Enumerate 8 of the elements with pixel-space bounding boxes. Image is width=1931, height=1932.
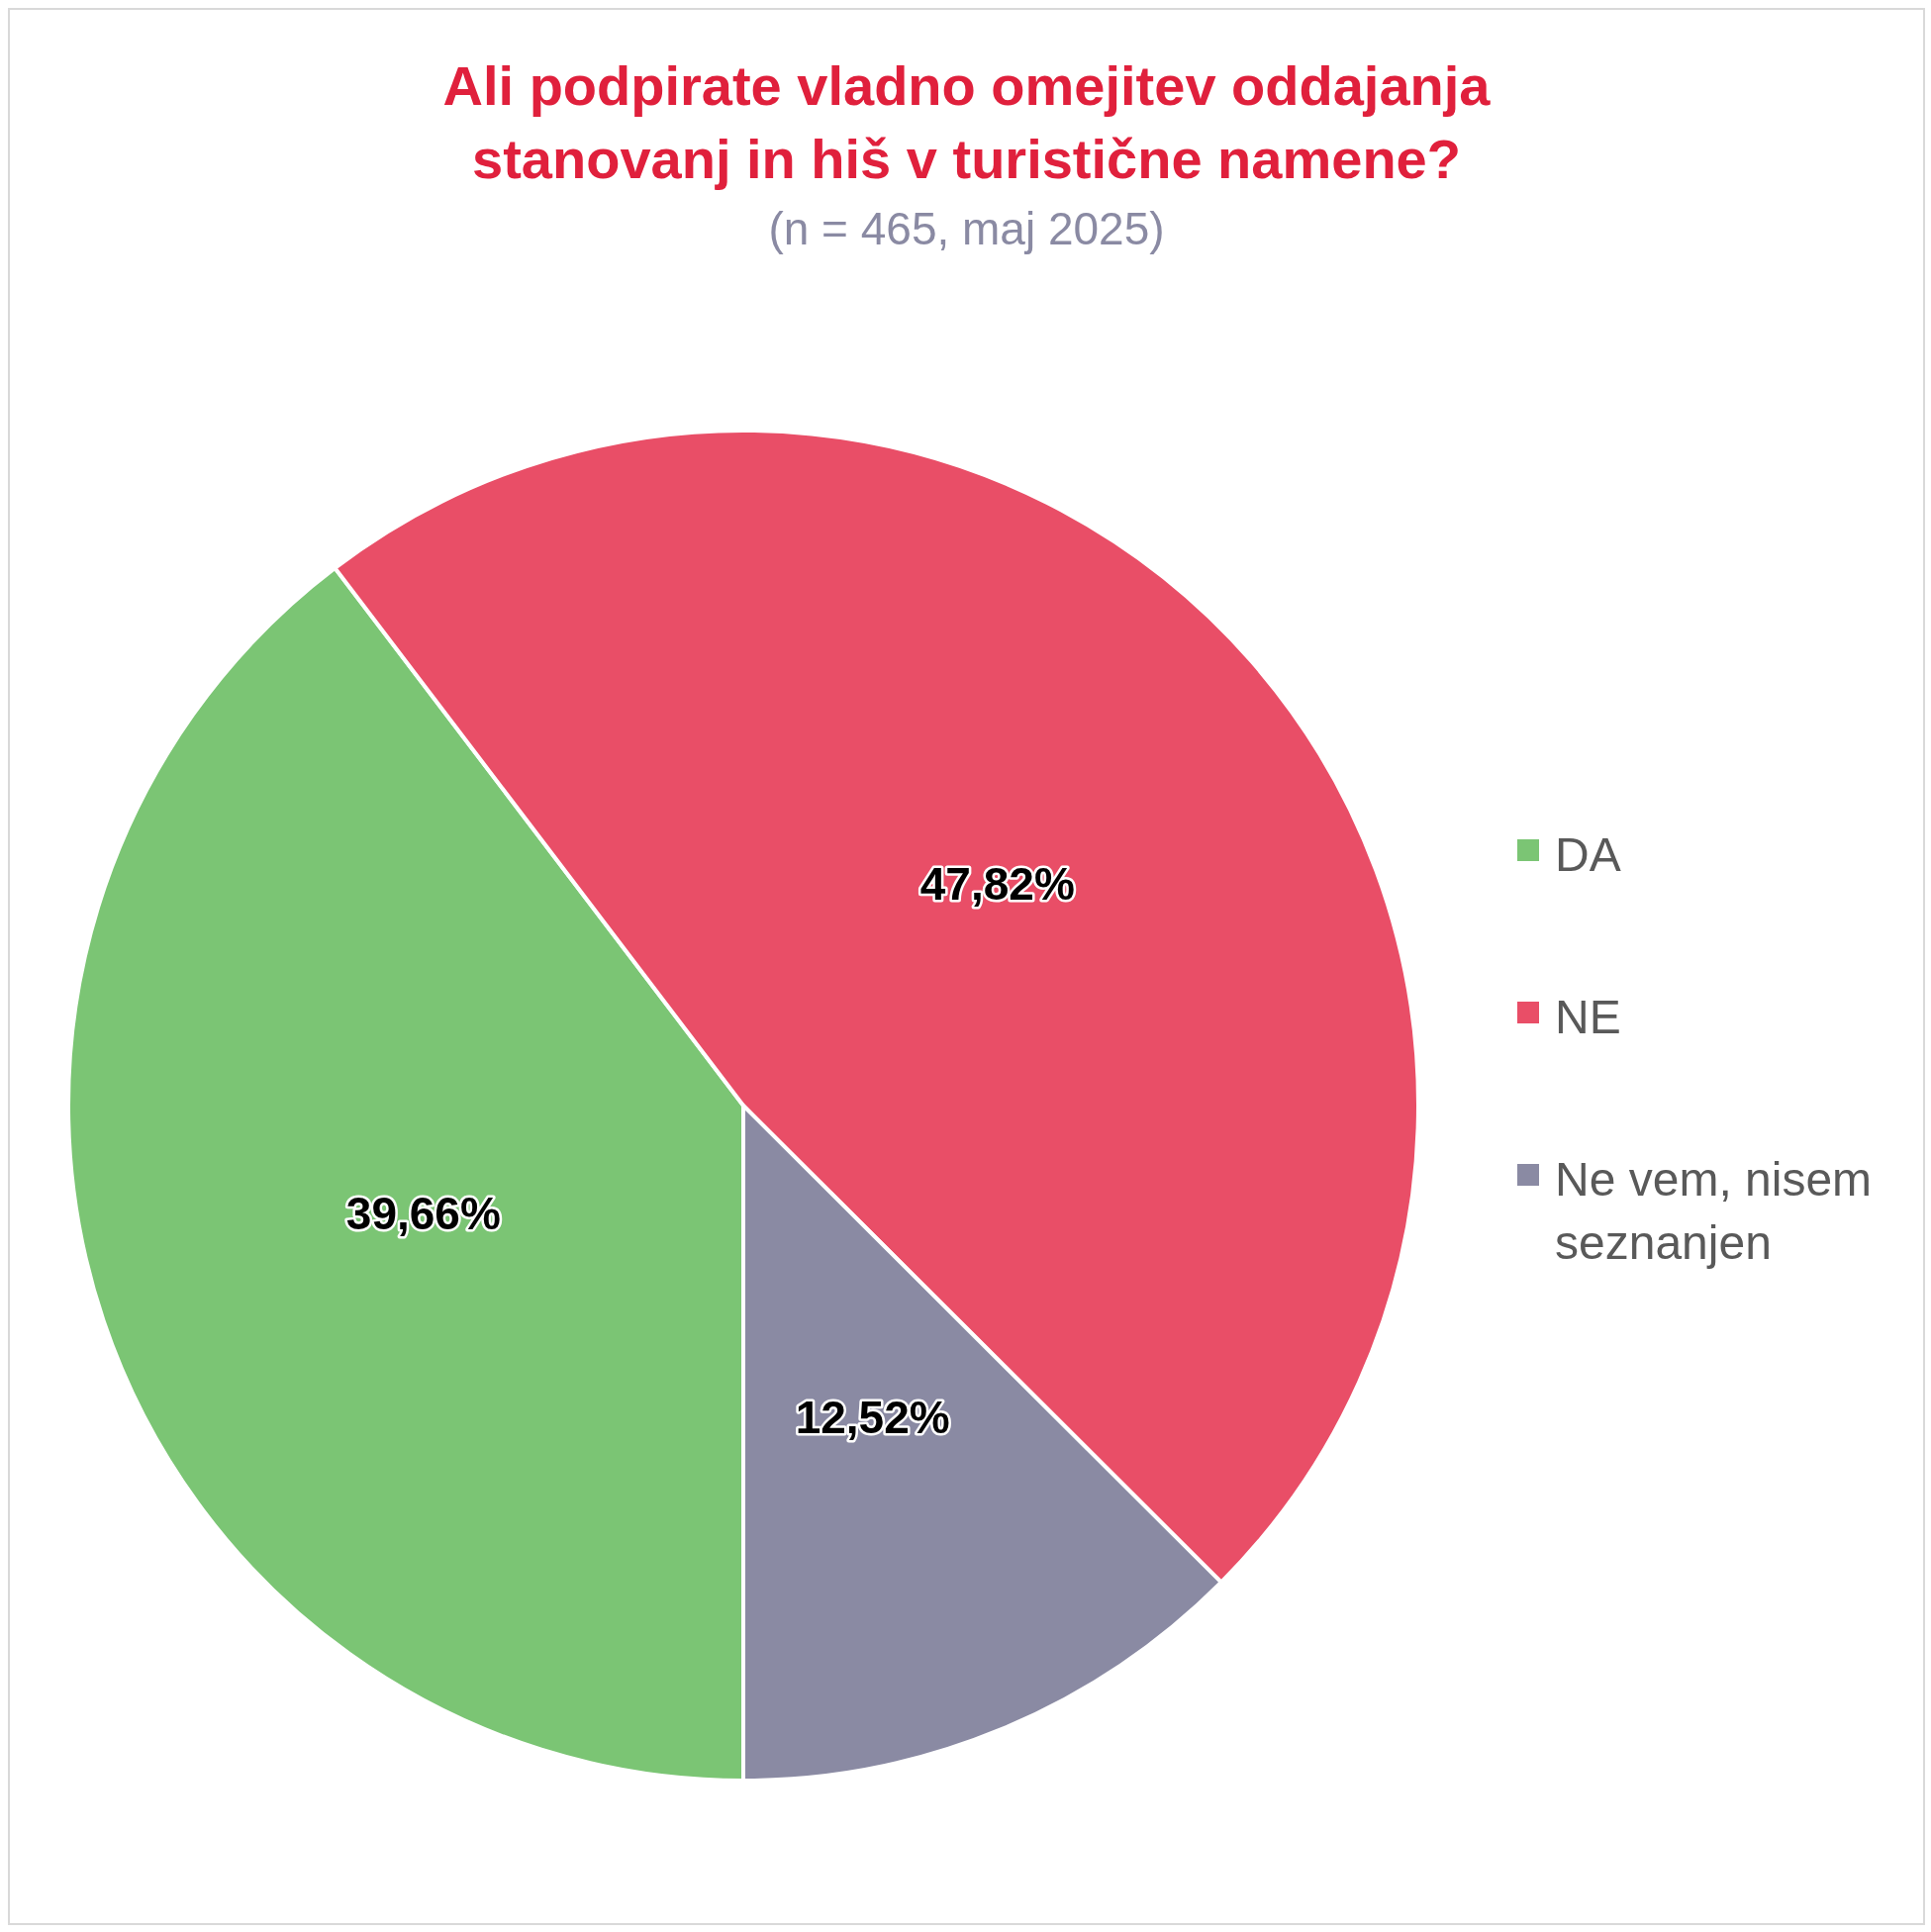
data-label: 47,82% [919,857,1075,910]
data-label: 39,66% [345,1187,501,1239]
legend-label: DA [1555,827,1621,883]
chart-subtitle: (n = 465, maj 2025) [767,202,1166,255]
chart-title: Ali podpirate vladno omejitev oddajanja stanovanj in hiš v turistične namene? [441,53,1492,192]
legend-label: NE [1555,990,1621,1045]
legend-label: Ne vem, nisem seznanjen [1555,1152,1874,1271]
data-label: 12,52% [795,1391,950,1443]
